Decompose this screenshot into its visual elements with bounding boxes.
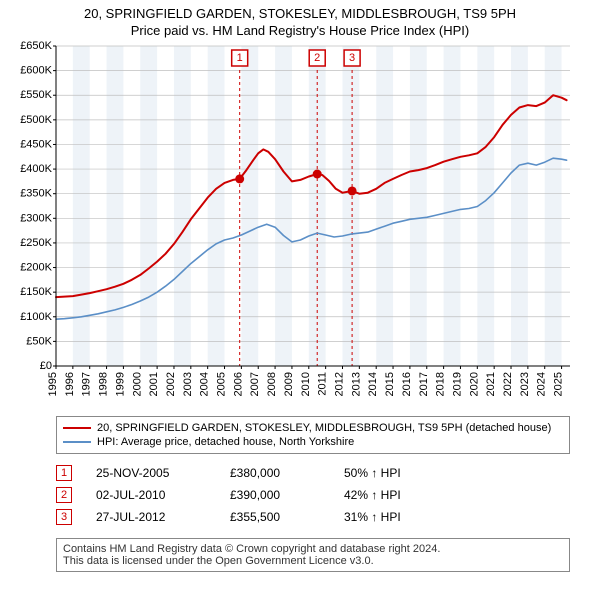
svg-text:1: 1 bbox=[237, 52, 243, 64]
sale-delta: 50% ↑ HPI bbox=[344, 466, 401, 480]
svg-text:£0: £0 bbox=[40, 360, 52, 372]
svg-text:2013: 2013 bbox=[350, 372, 362, 396]
chart-container: 20, SPRINGFIELD GARDEN, STOKESLEY, MIDDL… bbox=[0, 0, 600, 572]
svg-text:2016: 2016 bbox=[401, 372, 413, 396]
svg-text:2002: 2002 bbox=[165, 372, 177, 396]
svg-text:2011: 2011 bbox=[317, 372, 329, 396]
sale-price: £390,000 bbox=[230, 488, 320, 502]
svg-text:£50K: £50K bbox=[26, 335, 52, 347]
chart-title-subtitle: Price paid vs. HM Land Registry's House … bbox=[0, 23, 600, 38]
svg-text:1999: 1999 bbox=[114, 372, 126, 396]
svg-text:£600K: £600K bbox=[20, 65, 52, 77]
sale-marker-badge: 1 bbox=[56, 465, 72, 481]
chart-svg: £0 £50K £100K £150K £200K £250K £300K £350K £400… bbox=[0, 40, 600, 410]
svg-text:2008: 2008 bbox=[266, 372, 278, 396]
svg-text:2024: 2024 bbox=[536, 372, 548, 396]
svg-text:2007: 2007 bbox=[249, 372, 261, 396]
svg-text:2006: 2006 bbox=[232, 372, 244, 396]
svg-text:2009: 2009 bbox=[283, 372, 295, 396]
sale-row: 3 27-JUL-2012 £355,500 31% ↑ HPI bbox=[56, 506, 570, 528]
sale-marker-badge: 2 bbox=[56, 487, 72, 503]
svg-text:£300K: £300K bbox=[20, 212, 52, 224]
sale-delta: 31% ↑ HPI bbox=[344, 510, 401, 524]
svg-text:1998: 1998 bbox=[98, 372, 110, 396]
svg-text:2018: 2018 bbox=[435, 372, 447, 396]
svg-text:2017: 2017 bbox=[418, 372, 430, 396]
footer-line1: Contains HM Land Registry data © Crown c… bbox=[63, 543, 563, 555]
svg-text:£400K: £400K bbox=[20, 163, 52, 175]
svg-text:2004: 2004 bbox=[199, 372, 211, 396]
legend-swatch bbox=[63, 427, 91, 429]
svg-text:£500K: £500K bbox=[20, 114, 52, 126]
svg-text:£550K: £550K bbox=[20, 89, 52, 101]
chart-plot: £0 £50K £100K £150K £200K £250K £300K £350K £400… bbox=[0, 40, 600, 410]
svg-text:2014: 2014 bbox=[367, 372, 379, 396]
svg-text:£100K: £100K bbox=[20, 311, 52, 323]
sales-table: 1 25-NOV-2005 £380,000 50% ↑ HPI 2 02-JUL-201… bbox=[56, 462, 570, 528]
legend-swatch bbox=[63, 441, 91, 443]
svg-text:£250K: £250K bbox=[20, 237, 52, 249]
sale-row: 2 02-JUL-2010 £390,000 42% ↑ HPI bbox=[56, 484, 570, 506]
svg-text:2021: 2021 bbox=[485, 372, 497, 396]
sale-date: 02-JUL-2010 bbox=[96, 488, 206, 502]
svg-text:2000: 2000 bbox=[131, 372, 143, 396]
sale-date: 27-JUL-2012 bbox=[96, 510, 206, 524]
svg-text:£350K: £350K bbox=[20, 188, 52, 200]
sale-price: £355,500 bbox=[230, 510, 320, 524]
svg-text:2012: 2012 bbox=[333, 372, 345, 396]
svg-text:2003: 2003 bbox=[182, 372, 194, 396]
svg-text:£200K: £200K bbox=[20, 262, 52, 274]
svg-text:1996: 1996 bbox=[64, 372, 76, 396]
sale-price: £380,000 bbox=[230, 466, 320, 480]
chart-title-address: 20, SPRINGFIELD GARDEN, STOKESLEY, MIDDL… bbox=[0, 6, 600, 21]
svg-text:1995: 1995 bbox=[47, 372, 59, 396]
chart-titles: 20, SPRINGFIELD GARDEN, STOKESLEY, MIDDL… bbox=[0, 0, 600, 40]
svg-text:2020: 2020 bbox=[468, 372, 480, 396]
svg-text:2023: 2023 bbox=[519, 372, 531, 396]
sale-row: 1 25-NOV-2005 £380,000 50% ↑ HPI bbox=[56, 462, 570, 484]
svg-text:£150K: £150K bbox=[20, 286, 52, 298]
sale-date: 25-NOV-2005 bbox=[96, 466, 206, 480]
attribution-footer: Contains HM Land Registry data © Crown c… bbox=[56, 538, 570, 572]
svg-text:1997: 1997 bbox=[81, 372, 93, 396]
svg-text:£650K: £650K bbox=[20, 40, 52, 52]
svg-text:2025: 2025 bbox=[553, 372, 565, 396]
svg-text:2: 2 bbox=[314, 52, 320, 64]
svg-text:£450K: £450K bbox=[20, 138, 52, 150]
legend-box: 20, SPRINGFIELD GARDEN, STOKESLEY, MIDDL… bbox=[56, 416, 570, 454]
svg-text:2001: 2001 bbox=[148, 372, 160, 396]
svg-text:3: 3 bbox=[349, 52, 355, 64]
svg-text:2022: 2022 bbox=[502, 372, 514, 396]
svg-text:2010: 2010 bbox=[300, 372, 312, 396]
legend-label: HPI: Average price, detached house, Nort… bbox=[97, 436, 354, 448]
sale-marker-badge: 3 bbox=[56, 509, 72, 525]
sale-delta: 42% ↑ HPI bbox=[344, 488, 401, 502]
svg-text:2015: 2015 bbox=[384, 372, 396, 396]
svg-text:2019: 2019 bbox=[451, 372, 463, 396]
legend-item: 20, SPRINGFIELD GARDEN, STOKESLEY, MIDDL… bbox=[63, 421, 563, 435]
legend-label: 20, SPRINGFIELD GARDEN, STOKESLEY, MIDDL… bbox=[97, 422, 551, 434]
svg-text:2005: 2005 bbox=[216, 372, 228, 396]
legend-item: HPI: Average price, detached house, Nort… bbox=[63, 435, 563, 449]
footer-line2: This data is licensed under the Open Gov… bbox=[63, 555, 563, 567]
